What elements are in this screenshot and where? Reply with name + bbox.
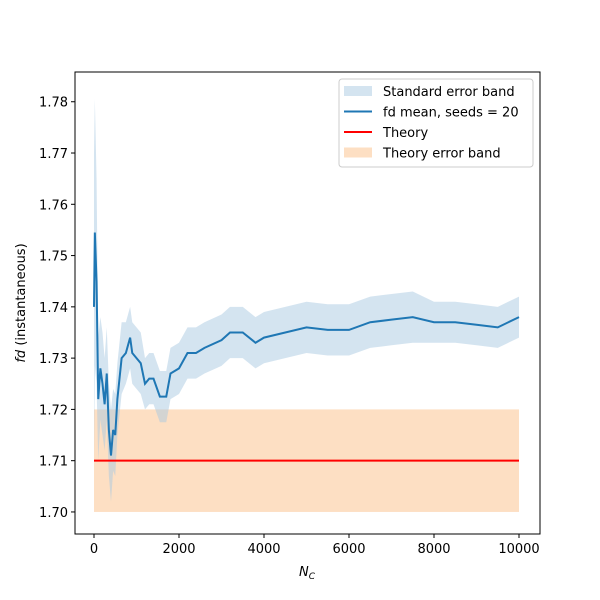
x-tick-label: 6000: [332, 542, 365, 557]
y-tick-label: 1.78: [39, 96, 68, 111]
y-tick-label: 1.71: [39, 455, 68, 470]
legend-theory-error-band-label: Theory error band: [382, 147, 501, 162]
y-tick-label: 1.73: [39, 352, 68, 367]
y-axis: 1.70 1.71 1.72 1.73 1.74 1.75 1.76 1.77 1.78: [39, 96, 75, 521]
x-tick-label: 8000: [417, 542, 450, 557]
y-tick-label: 1.70: [39, 506, 68, 521]
y-axis-label: fd (instantaneous): [14, 243, 29, 362]
legend-standard-error-band-label: Standard error band: [383, 85, 515, 100]
legend: Standard error band fd mean, seeds = 20 Th…: [338, 78, 534, 168]
x-tick-label: 4000: [247, 542, 280, 557]
y-tick-label: 1.76: [39, 198, 68, 213]
y-tick-label: 1.77: [39, 147, 68, 162]
legend-theory-label: Theory: [382, 126, 428, 141]
x-tick-label: 0: [90, 542, 98, 557]
legend-fd-mean-label: fd mean, seeds = 20: [383, 106, 519, 121]
legend-theory-error-band-swatch: [344, 147, 372, 158]
legend-standard-error-band-swatch: [344, 86, 372, 96]
y-tick-label: 1.74: [39, 301, 68, 316]
axes-frame: [74, 71, 541, 535]
y-tick-label: 1.72: [39, 403, 68, 418]
plot-area: [92, 99, 520, 512]
x-axis: 0 2000 4000 6000 8000 10000: [90, 534, 540, 557]
x-axis-label: NC: [299, 565, 316, 582]
x-tick-label: 10000: [498, 542, 539, 557]
fd-mean-line: [92, 232, 520, 456]
x-tick-label: 2000: [162, 542, 195, 557]
y-tick-label: 1.75: [39, 250, 68, 265]
